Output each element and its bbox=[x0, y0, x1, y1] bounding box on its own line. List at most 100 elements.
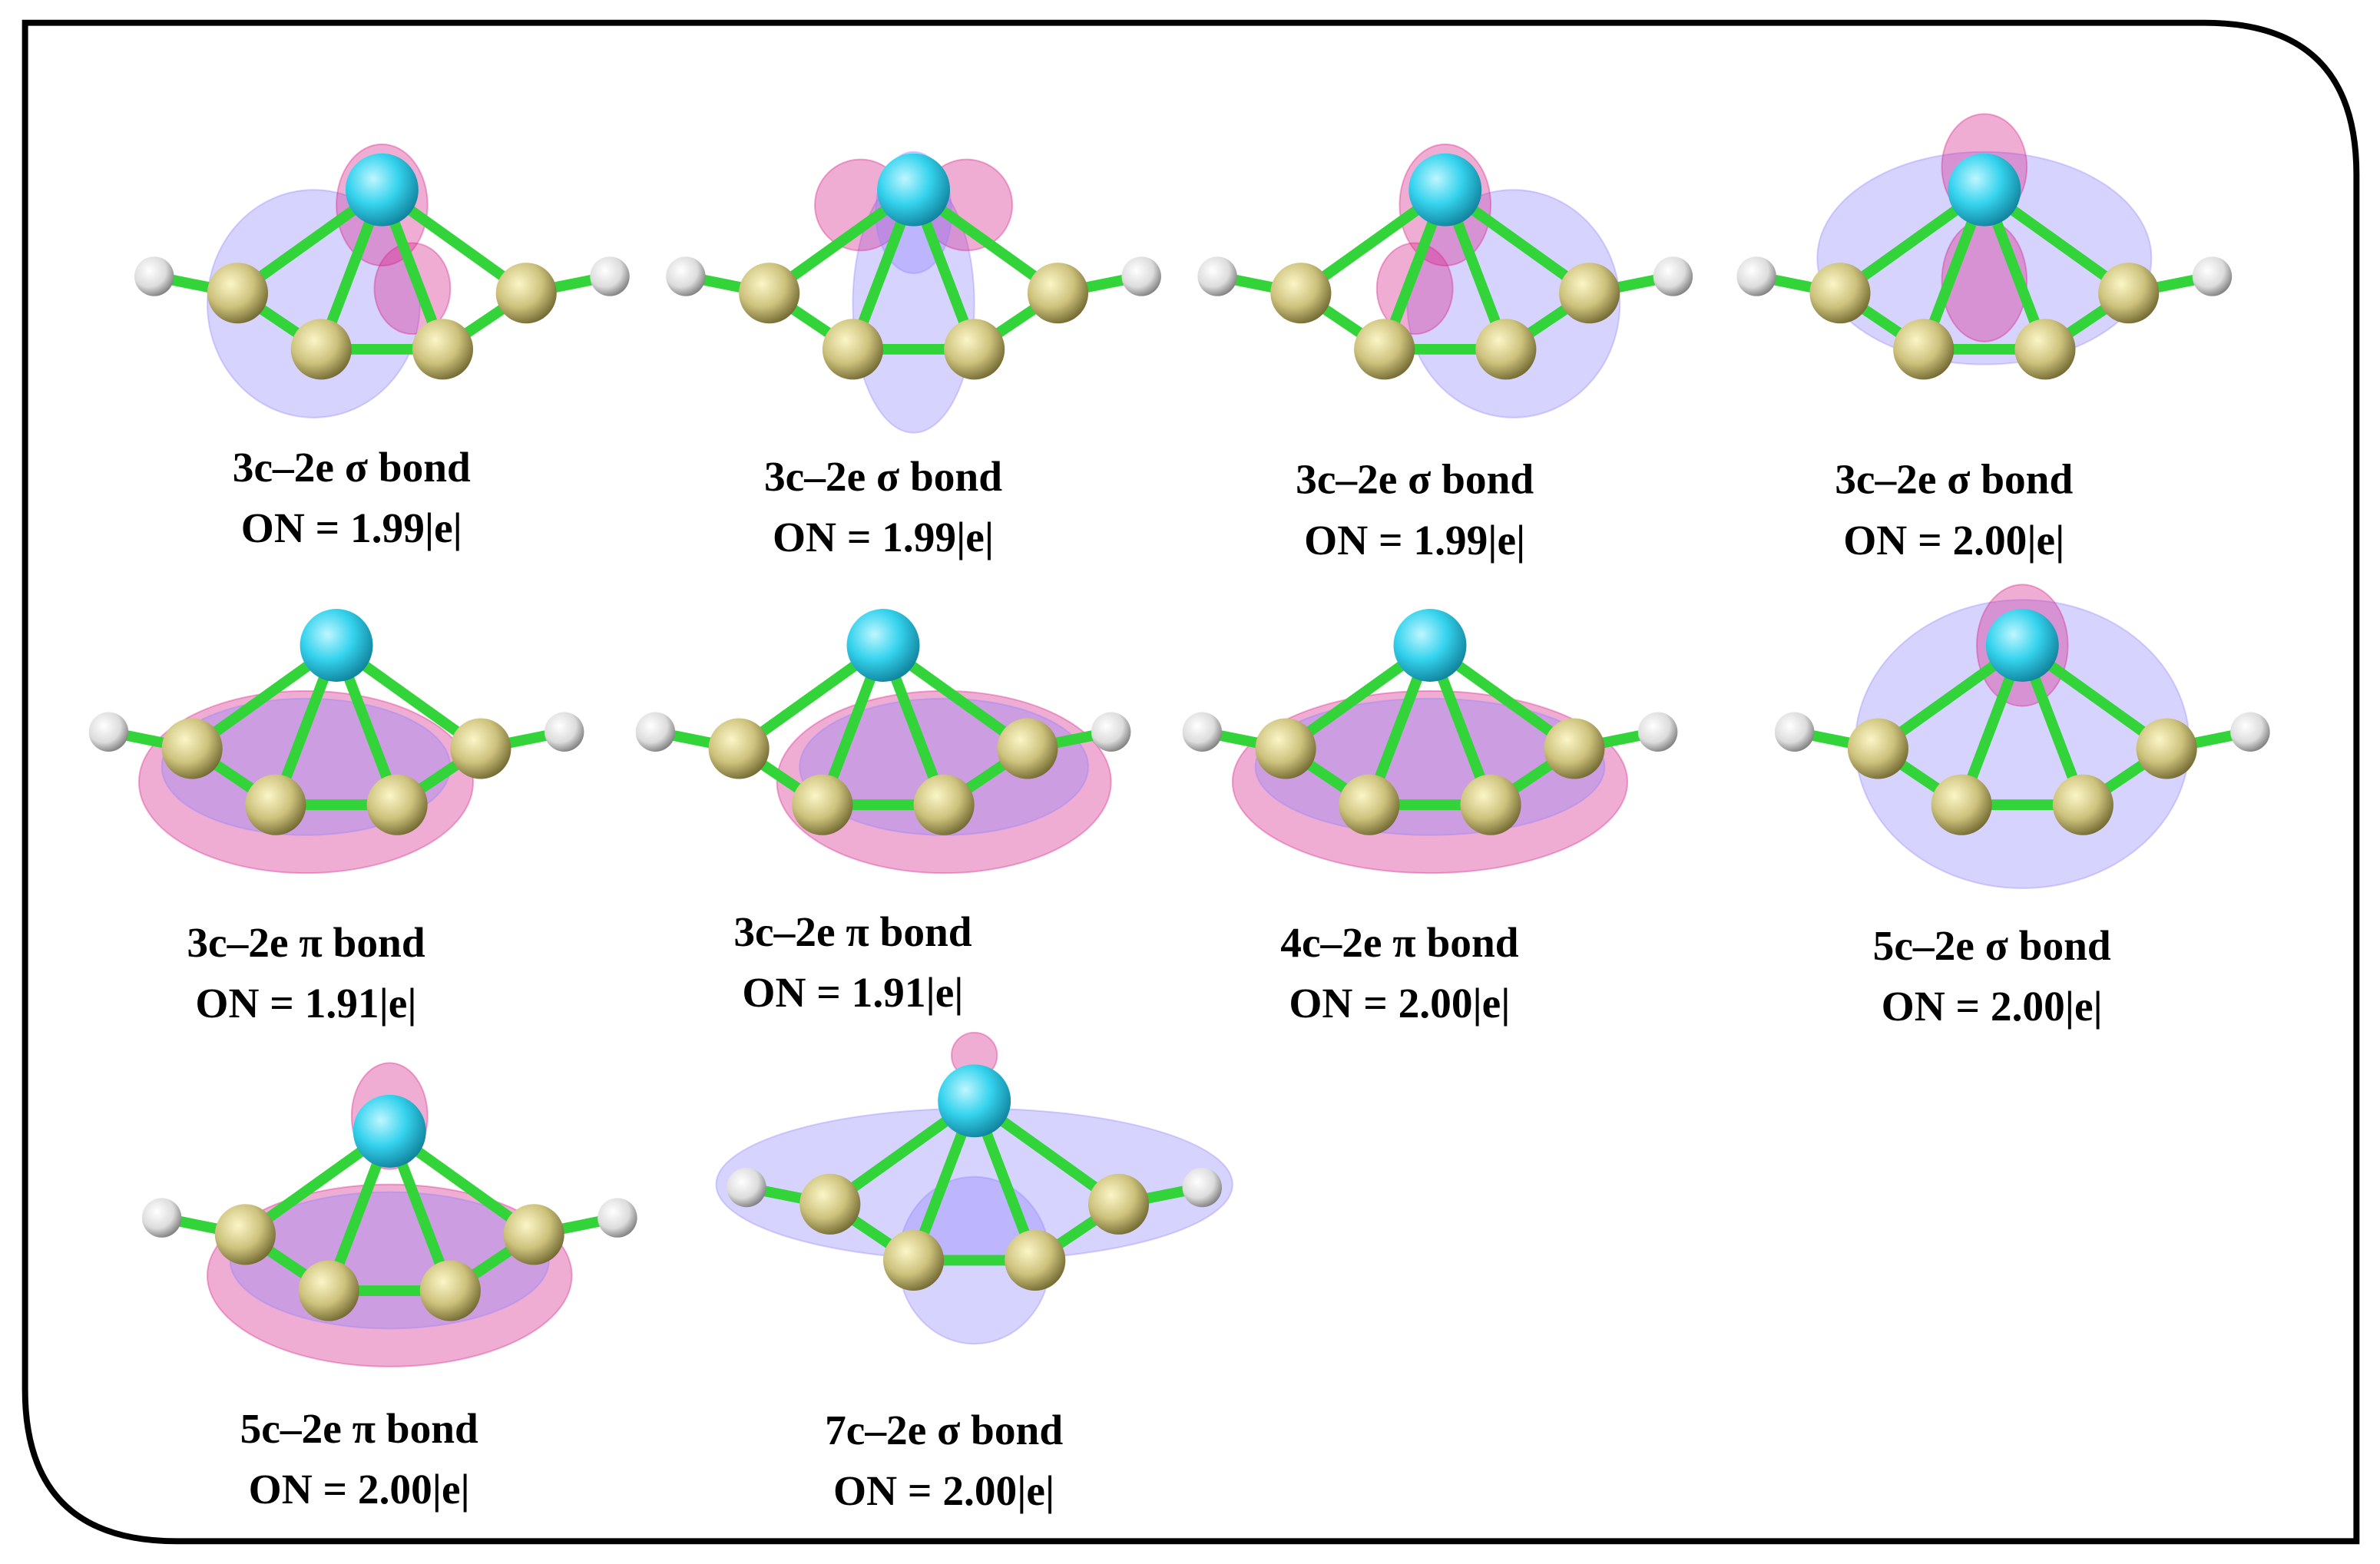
copper-atom bbox=[1985, 609, 2059, 682]
occupation-number: ON = 2.00|e| bbox=[1882, 983, 2103, 1030]
orbital-panel: 7c–2e σ bond ON = 2.00|e| bbox=[715, 1031, 1233, 1514]
carbon-atom bbox=[913, 774, 975, 835]
isosurface-lobe bbox=[1231, 689, 1629, 875]
hydrogen-atom bbox=[1091, 712, 1131, 752]
copper-atom bbox=[1948, 153, 2021, 226]
carbon-atom bbox=[1809, 263, 1871, 324]
carbon-atom bbox=[298, 1260, 359, 1321]
carbon-atom bbox=[495, 263, 557, 324]
carbon-atom bbox=[2052, 774, 2114, 835]
hydrogen-atom bbox=[88, 712, 129, 752]
carbon-atom bbox=[1544, 718, 1605, 779]
carbon-atom bbox=[822, 319, 884, 380]
carbon-atom bbox=[412, 319, 474, 380]
carbon-atom bbox=[1847, 718, 1908, 779]
hydrogen-atom bbox=[727, 1167, 766, 1208]
carbon-atom bbox=[366, 774, 428, 835]
occupation-number: ON = 1.91|e| bbox=[195, 980, 416, 1027]
hydrogen-atom bbox=[1637, 712, 1678, 752]
occupation-number: ON = 1.99|e| bbox=[773, 514, 994, 560]
hydrogen-atom bbox=[2192, 256, 2233, 296]
copper-atom bbox=[877, 153, 951, 226]
bond-label: 3c–2e π bond bbox=[187, 919, 425, 966]
copper-atom bbox=[1408, 153, 1482, 226]
carbon-atom bbox=[1087, 1173, 1150, 1235]
hydrogen-atom bbox=[597, 1198, 637, 1238]
carbon-atom bbox=[503, 1204, 564, 1265]
carbon-atom bbox=[1339, 774, 1400, 835]
occupation-number: ON = 1.91|e| bbox=[742, 969, 963, 1016]
orbital-panel: 3c–2e π bond ON = 1.91|e| bbox=[635, 609, 1131, 1016]
occupation-number: ON = 2.00|e| bbox=[1289, 980, 1510, 1027]
carbon-atom bbox=[1005, 1229, 1066, 1291]
orbital-panel: 3c–2e σ bond ON = 1.99|e| bbox=[1197, 143, 1693, 564]
hydrogen-atom bbox=[544, 712, 584, 752]
orbital-panel: 5c–2e π bond ON = 2.00|e| bbox=[141, 1062, 637, 1513]
hydrogen-atom bbox=[590, 256, 630, 296]
orbital-panel: 3c–2e σ bond ON = 1.99|e| bbox=[134, 143, 630, 551]
carbon-atom bbox=[799, 1173, 861, 1235]
bond-label: 4c–2e π bond bbox=[1280, 919, 1518, 966]
copper-atom bbox=[345, 153, 419, 226]
carbon-atom bbox=[1270, 263, 1332, 324]
orbital-panel: 4c–2e π bond ON = 2.00|e| bbox=[1182, 609, 1678, 1027]
hydrogen-atom bbox=[1182, 1167, 1223, 1208]
orbital-panel: 3c–2e σ bond ON = 1.99|e| bbox=[666, 150, 1161, 560]
occupation-number: ON = 2.00|e| bbox=[249, 1466, 470, 1513]
carbon-atom bbox=[2014, 319, 2076, 380]
occupation-number: ON = 2.00|e| bbox=[1843, 517, 2064, 564]
carbon-atom bbox=[450, 718, 511, 779]
carbon-atom bbox=[1255, 718, 1316, 779]
bond-label: 3c–2e σ bond bbox=[1835, 456, 2073, 503]
hydrogen-atom bbox=[141, 1198, 182, 1238]
bond-label: 5c–2e π bond bbox=[240, 1405, 478, 1452]
occupation-number: ON = 2.00|e| bbox=[833, 1467, 1054, 1514]
bond-label: 3c–2e σ bond bbox=[764, 453, 1002, 500]
isosurface-lobe bbox=[206, 1183, 573, 1367]
copper-atom bbox=[300, 609, 373, 682]
bond-label: 3c–2e π bond bbox=[733, 908, 972, 955]
hydrogen-atom bbox=[1121, 256, 1161, 296]
hydrogen-atom bbox=[1182, 712, 1223, 752]
carbon-atom bbox=[161, 718, 223, 779]
carbon-atom bbox=[1893, 319, 1955, 380]
occupation-number: ON = 1.99|e| bbox=[241, 504, 462, 551]
carbon-atom bbox=[245, 774, 306, 835]
carbon-atom bbox=[1027, 263, 1088, 324]
orbital-panel: 3c–2e π bond ON = 1.91|e| bbox=[88, 609, 584, 1027]
hydrogen-atom bbox=[1653, 256, 1693, 296]
hydrogen-atom bbox=[1736, 256, 1776, 296]
copper-atom bbox=[938, 1064, 1011, 1138]
hydrogen-atom bbox=[134, 256, 174, 296]
carbon-atom bbox=[1460, 774, 1521, 835]
occupation-number: ON = 1.99|e| bbox=[1304, 517, 1525, 564]
carbon-atom bbox=[883, 1229, 945, 1291]
hydrogen-atom bbox=[635, 712, 676, 752]
frame bbox=[22, 19, 2360, 1545]
carbon-atom bbox=[1354, 319, 1415, 380]
carbon-atom bbox=[419, 1260, 481, 1321]
hydrogen-atom bbox=[666, 256, 706, 296]
carbon-atom bbox=[290, 319, 352, 380]
carbon-atom bbox=[1931, 774, 1992, 835]
carbon-atom bbox=[708, 718, 770, 779]
carbon-atom bbox=[1559, 263, 1620, 324]
orbital-panel: 3c–2e σ bond ON = 2.00|e| bbox=[1736, 113, 2233, 564]
copper-atom bbox=[1393, 609, 1467, 682]
bond-label: 5c–2e σ bond bbox=[1873, 922, 2111, 969]
hydrogen-atom bbox=[1197, 256, 1237, 296]
carbon-atom bbox=[1475, 319, 1537, 380]
carbon-atom bbox=[997, 718, 1058, 779]
orbital-panel: 5c–2e σ bond ON = 2.00|e| bbox=[1774, 584, 2270, 1030]
bond-label: 3c–2e σ bond bbox=[1296, 456, 1534, 503]
bond-label: 3c–2e σ bond bbox=[233, 444, 471, 491]
carbon-atom bbox=[739, 263, 800, 324]
hydrogen-atom bbox=[1774, 712, 1815, 752]
carbon-atom bbox=[2136, 718, 2197, 779]
carbon-atom bbox=[944, 319, 1005, 380]
carbon-atom bbox=[207, 263, 269, 324]
carbon-atom bbox=[2098, 263, 2160, 324]
copper-atom bbox=[846, 609, 920, 682]
isosurface-lobe bbox=[1816, 150, 2153, 365]
